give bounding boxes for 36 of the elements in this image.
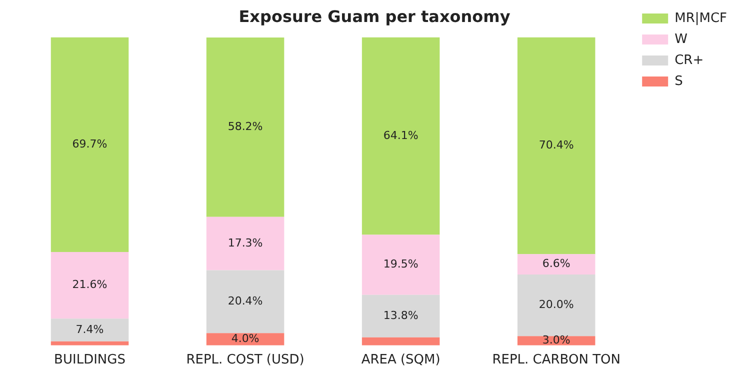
data-label: 58.2% xyxy=(228,120,263,134)
data-label: 69.7% xyxy=(72,137,108,150)
data-label: 13.8% xyxy=(383,308,418,322)
data-label: 70.4% xyxy=(538,138,574,152)
x-tick-label: REPL. COST (USD) xyxy=(186,352,304,368)
bar xyxy=(50,37,129,252)
data-label: 21.6% xyxy=(72,278,108,292)
legend-label: W xyxy=(674,32,688,47)
bar xyxy=(517,254,596,275)
bar xyxy=(362,234,440,295)
data-label: 7.4% xyxy=(76,322,104,336)
bar xyxy=(517,274,596,336)
bar xyxy=(362,337,440,346)
bar xyxy=(362,294,440,338)
bar xyxy=(50,318,129,342)
bar xyxy=(206,216,284,270)
data-label: 20.4% xyxy=(228,294,263,308)
legend-label: MR|MCF xyxy=(674,10,728,26)
data-label: 3.0% xyxy=(542,334,570,347)
bar xyxy=(517,37,596,254)
legend-label: CR+ xyxy=(674,52,704,68)
data-label: 17.3% xyxy=(228,236,263,250)
data-label: 64.1% xyxy=(383,128,418,142)
data-label: 4.0% xyxy=(231,332,260,346)
data-label: 19.5% xyxy=(383,258,418,271)
x-tick-label: REPL. CARBON TON xyxy=(492,352,620,368)
chart-title: Exposure Guam per taxonomy xyxy=(238,6,511,26)
x-tick-label: AREA (SQM) xyxy=(361,352,440,368)
bar xyxy=(206,270,284,334)
bar xyxy=(50,252,129,319)
bar xyxy=(206,38,284,217)
data-label: 20.0% xyxy=(538,298,574,312)
x-tick-label: BUILDINGS xyxy=(54,352,126,368)
data-label: 6.6% xyxy=(542,257,570,270)
bar xyxy=(362,37,440,235)
legend-label: S xyxy=(674,74,683,89)
